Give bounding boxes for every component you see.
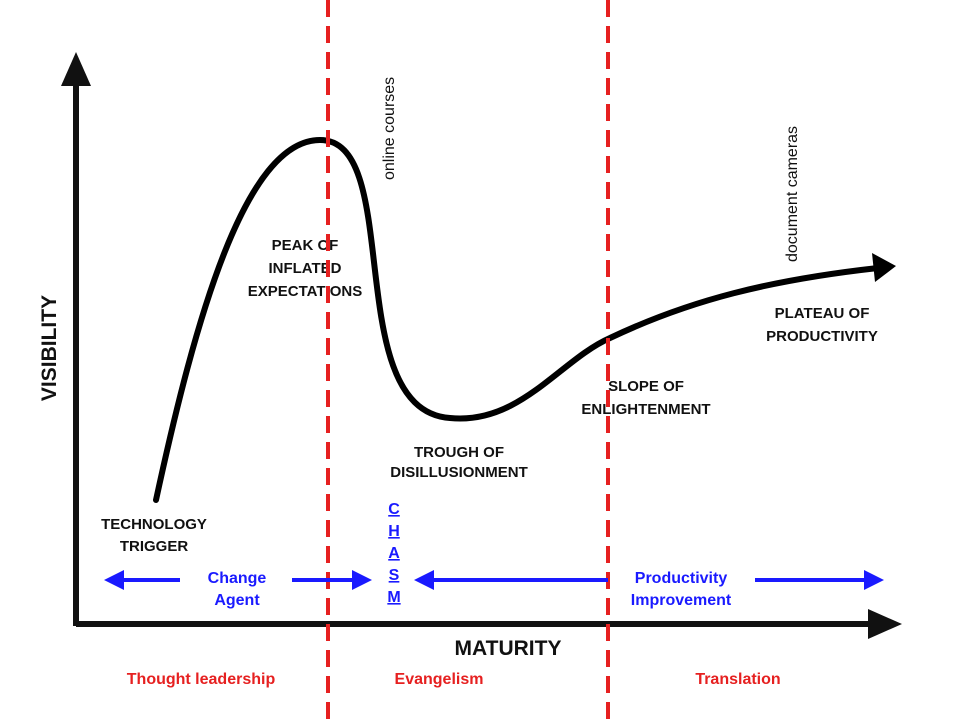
evangelism-label: Evangelism — [395, 671, 484, 688]
chasm-letter-c: C — [388, 501, 400, 518]
change-agent-left-arrowhead — [104, 570, 124, 590]
productivity-label-line-1: Productivity — [635, 570, 728, 587]
productivity-label-line-2: Improvement — [631, 592, 732, 609]
hype-curve — [153, 136, 881, 503]
change-agent-label-line-1: Change — [208, 570, 267, 587]
productivity-right-arrowhead — [864, 570, 884, 590]
peak-label-line-2: INFLATED — [268, 260, 341, 277]
plateau-label-line-1: PLATEAU OF — [775, 305, 870, 322]
trough-label-line-1: TROUGH OF — [414, 444, 504, 461]
y-axis-label: VISIBILITY — [38, 295, 61, 401]
chasm-letter-s: S — [389, 567, 400, 584]
curve-arrowhead — [872, 253, 896, 282]
online-courses-annotation: online courses — [381, 77, 398, 180]
trough-label-line-2: DISILLUSIONMENT — [390, 464, 528, 481]
peak-label-line-3: EXPECTATIONS — [248, 283, 362, 300]
productivity-left-arrowhead — [414, 570, 434, 590]
slope-label-line-2: ENLIGHTENMENT — [581, 401, 710, 418]
trigger-label-line-1: TECHNOLOGY — [101, 516, 207, 533]
y-axis-arrowhead — [61, 52, 91, 86]
change-agent-label-line-2: Agent — [214, 592, 260, 609]
change-agent-right-arrowhead — [352, 570, 372, 590]
x-axis-arrowhead — [868, 609, 902, 639]
trigger-label-line-2: TRIGGER — [120, 538, 189, 555]
peak-label-line-1: PEAK OF — [272, 237, 339, 254]
x-axis-label: MATURITY — [455, 637, 562, 660]
chasm-letter-m: M — [387, 589, 400, 606]
chasm-letter-h: H — [388, 523, 400, 540]
slope-label-line-1: SLOPE OF — [608, 378, 684, 395]
chasm-letter-a: A — [388, 545, 400, 562]
plateau-label-line-2: PRODUCTIVITY — [766, 328, 878, 345]
thought-leadership-label: Thought leadership — [127, 671, 276, 688]
translation-label: Translation — [695, 671, 780, 688]
document-cameras-annotation: document cameras — [784, 126, 801, 262]
